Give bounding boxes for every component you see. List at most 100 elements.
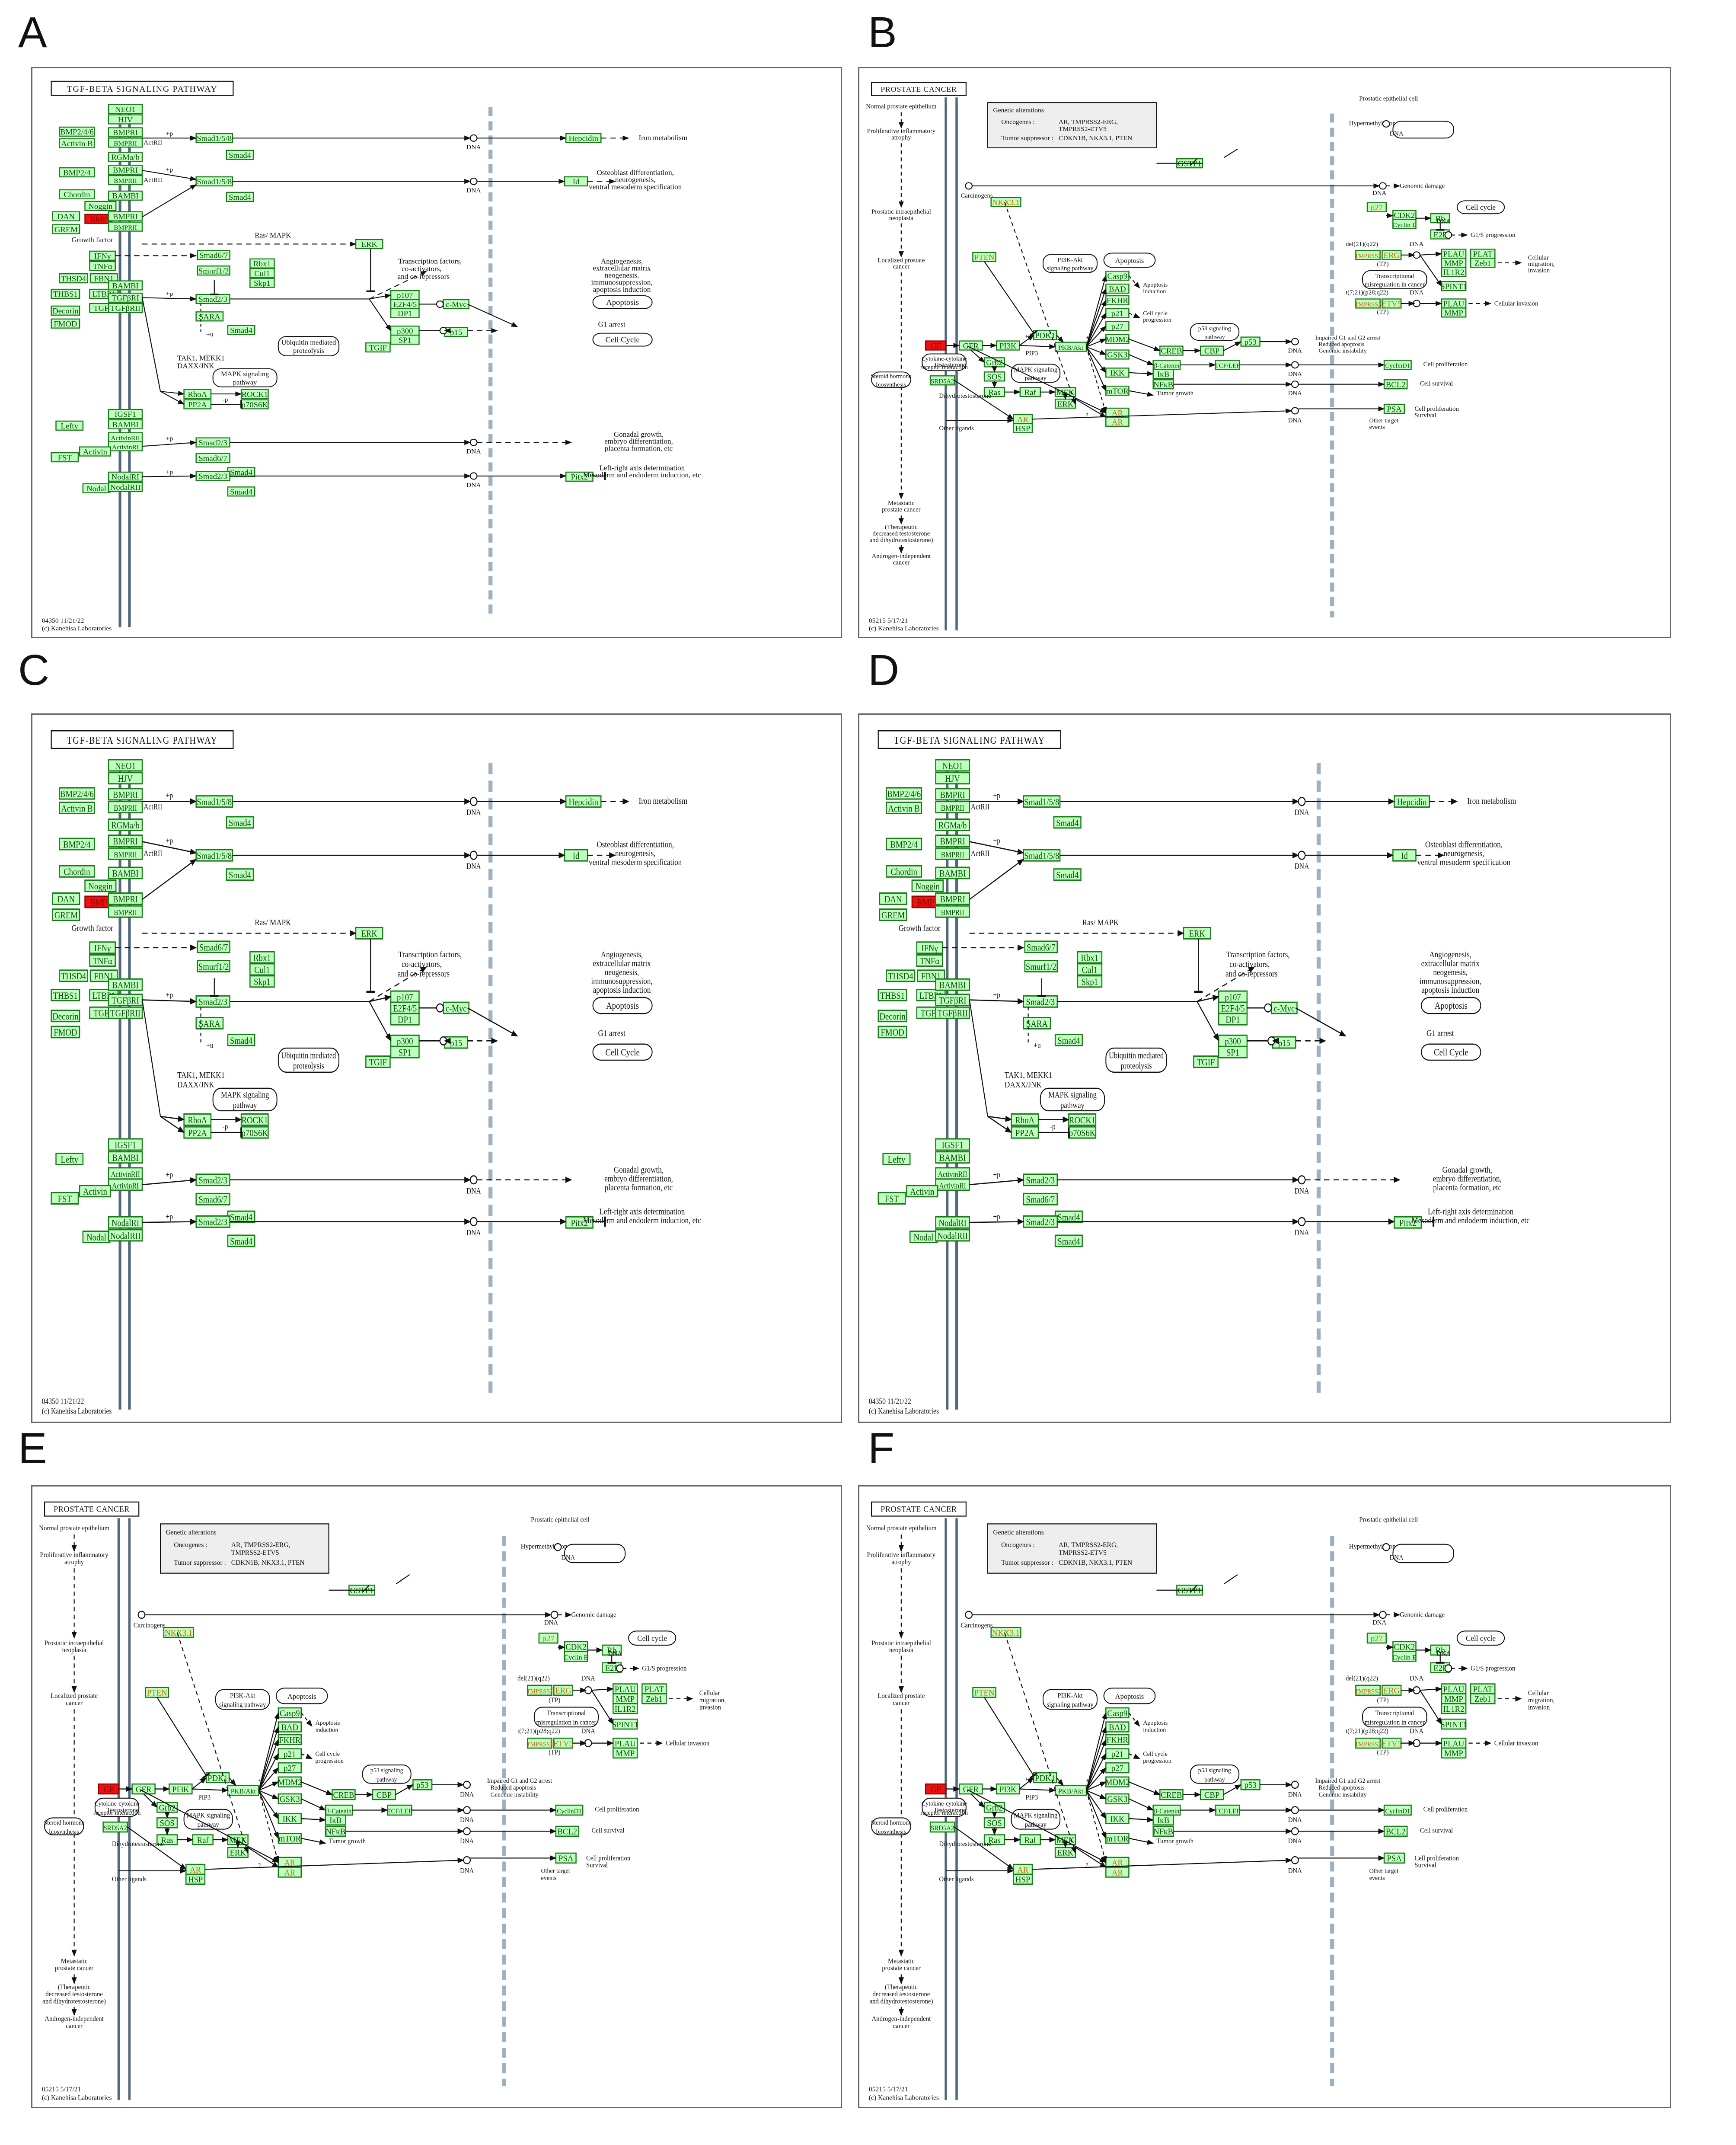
node-smad158-1: Smad1/5/8	[1023, 795, 1061, 808]
node-thsd4-label: THSD4	[61, 275, 86, 283]
box-transcr-text-0: Transcriptional	[1375, 1710, 1414, 1717]
edge	[141, 1000, 161, 1117]
node-p300: p300	[1218, 1034, 1248, 1047]
edge	[301, 1838, 326, 1845]
node-pi3k-label: PI3K	[999, 1785, 1017, 1794]
node-sos-label: SOS	[160, 1819, 175, 1828]
genetic-alterations-box: Genetic alterations Oncogenes : AR, TMPRSS…	[160, 1523, 329, 1574]
label-p: +p	[1085, 335, 1092, 341]
node-smad4-2-label: Smad4	[229, 870, 251, 881]
genetic-alterations-box: Genetic alterations Oncogenes : AR, TMPRSS…	[987, 1523, 1157, 1574]
node-fst-label: FST	[58, 1194, 72, 1204]
label-minus-p: -p	[222, 396, 228, 403]
node-smad4-2-label: Smad4	[229, 193, 251, 201]
node-igsf1-label: IGSF1	[115, 1140, 136, 1151]
box-cellcycle: Cell cycle	[628, 1630, 677, 1646]
edge	[1085, 1739, 1107, 1791]
label-gonad1: Gonadal growth,	[614, 1165, 664, 1175]
node-cyclind-label: CyclinD1	[1385, 1808, 1410, 1815]
footer-copyright: (c) Kanehisa Laboratories	[869, 2094, 939, 2101]
label-cellsurv: Cell survival	[591, 1827, 624, 1834]
label-lr1: Left-right axis determination	[599, 464, 685, 472]
footer-id: 04350 11/21/22	[42, 1397, 84, 1406]
label-dna: DNA	[1436, 1650, 1450, 1657]
oncogenes-value-2: TMPRSS2-ETV5	[1059, 1549, 1107, 1557]
node-decorin: Decorin	[51, 305, 80, 316]
label-surv2: Survival	[1414, 1861, 1436, 1869]
node-p70s6k: p70S6K	[1068, 1126, 1097, 1139]
node-erk-label: ERK	[1189, 929, 1206, 939]
label-p: +p	[166, 791, 173, 800]
node-gstp1-label: GSTP1	[1178, 1586, 1201, 1595]
hypermeth-loop	[1392, 1544, 1455, 1563]
node-thsd4: THSD4	[59, 273, 89, 284]
label-osteo3: ventral mesoderm specification	[1417, 857, 1511, 867]
label-dna: DNA	[466, 1186, 481, 1196]
edge	[1056, 1777, 1064, 1786]
genetic-head: Genetic alterations	[166, 1529, 217, 1536]
node-gsk3-label: GSK3	[280, 1795, 300, 1804]
label-cellmig3: invasion	[1528, 1704, 1550, 1711]
footer-id: 05215 5/17/21	[869, 617, 908, 624]
node-fmod: FMOD	[878, 1026, 907, 1039]
label-tak1: TAK1, MEKK1	[1005, 1070, 1052, 1080]
node-bambi-1: BAMBI	[108, 866, 143, 879]
edge	[1019, 1777, 1034, 1790]
box-mapk-text-1: pathway	[1060, 1100, 1085, 1110]
edge	[1197, 1001, 1219, 1042]
node-smad4-3-label: Smad4	[230, 326, 252, 335]
node-bmp24-label: BMP2/4	[63, 169, 90, 177]
label-other-target1: Other target	[1369, 1867, 1398, 1874]
node-neo1: NEO1	[108, 104, 143, 114]
label-gonad2: embryo differentiation,	[604, 1174, 673, 1184]
label-ther2: decreased testosterone	[872, 531, 930, 537]
node-cycline-label: Cyclin E	[564, 1654, 588, 1661]
node-rgma: RGMa/b	[108, 152, 143, 162]
node-gf: GF	[98, 1783, 119, 1795]
node-bambi-2-label: BAMBI	[939, 980, 966, 991]
oncogenes-label: Oncogenes :	[174, 1541, 207, 1549]
node-activinrii-label: ActivinRII	[111, 435, 140, 442]
node-decorin: Decorin	[51, 1010, 80, 1023]
box-steroid-text-1: biosynthesis	[49, 1829, 80, 1835]
node-cyclind: CyclinD1	[1383, 1804, 1412, 1816]
node-nodal: Nodal	[82, 1231, 111, 1244]
box-ubiquitin-text-1: proteolysis	[293, 1061, 324, 1071]
node-pp2a-label: PP2A	[1015, 1128, 1034, 1138]
label-p: +p	[1025, 1776, 1031, 1783]
node-smad23-2-label: Smad2/3	[198, 1176, 227, 1186]
node-bambi-2-label: BAMBI	[112, 281, 138, 290]
box-ubiquitin: Ubiquitin mediated proteolysis	[278, 336, 340, 356]
label-cellsurv: Cell survival	[1420, 1827, 1453, 1834]
node-rb-label: Rb	[1436, 1646, 1445, 1655]
node-sara: SARA	[195, 1017, 224, 1029]
node-cdk2-label: CDK2	[1394, 211, 1415, 220]
node-smad4-5: Smad4	[227, 486, 255, 497]
label-ther2: decreased testosterone	[872, 1991, 930, 1998]
hypermeth-loop	[1392, 121, 1455, 139]
svg-text:PROSTATE CANCER: PROSTATE CANCER	[881, 85, 957, 93]
node-skp1-label: Skp1	[254, 279, 270, 288]
label-angio4: immunosuppression,	[591, 278, 652, 287]
node-smad4-1-label: Smad4	[229, 818, 251, 828]
node-smad67-1: Smad6/7	[197, 250, 230, 260]
node-fst: FST	[878, 1192, 906, 1205]
box-steroid-text-1: biosynthesis	[876, 1829, 906, 1835]
tumor-suppressor-label: Tumor suppressor :	[1001, 1559, 1053, 1566]
node-nkx31-label: NKX3.1	[992, 1629, 1020, 1638]
label-ther3: and dihydrotestosterone)	[42, 1998, 106, 2005]
box-transcr-text-1: misregulation in cancer	[1365, 281, 1425, 288]
label-ther3: and dihydrotestosterone)	[869, 1998, 933, 2005]
edge	[969, 1000, 988, 1117]
node-bmp: BMP	[911, 895, 940, 908]
edge	[1129, 371, 1154, 376]
label-dna: DNA	[460, 1816, 474, 1824]
node-bmpri-1: BMPRI	[935, 788, 970, 801]
edge	[204, 1857, 464, 1870]
node-bmpri-1: BMPRI	[108, 788, 143, 801]
edge	[301, 1781, 333, 1795]
node-p27-label: p27	[1111, 322, 1123, 331]
node-p53-label: p53	[1245, 1781, 1257, 1790]
node-plat: PLAT	[1470, 249, 1496, 259]
node-smad158-1-label: Smad1/5/8	[197, 797, 232, 808]
